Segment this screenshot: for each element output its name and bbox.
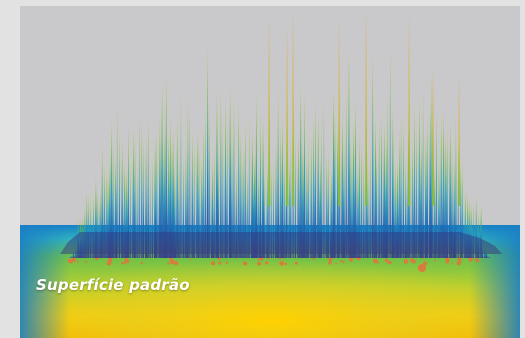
surface-plot-image: [20, 6, 520, 338]
caption-label: Superfície padrão: [36, 276, 190, 294]
surface-figure: Superfície padrão: [20, 6, 520, 338]
